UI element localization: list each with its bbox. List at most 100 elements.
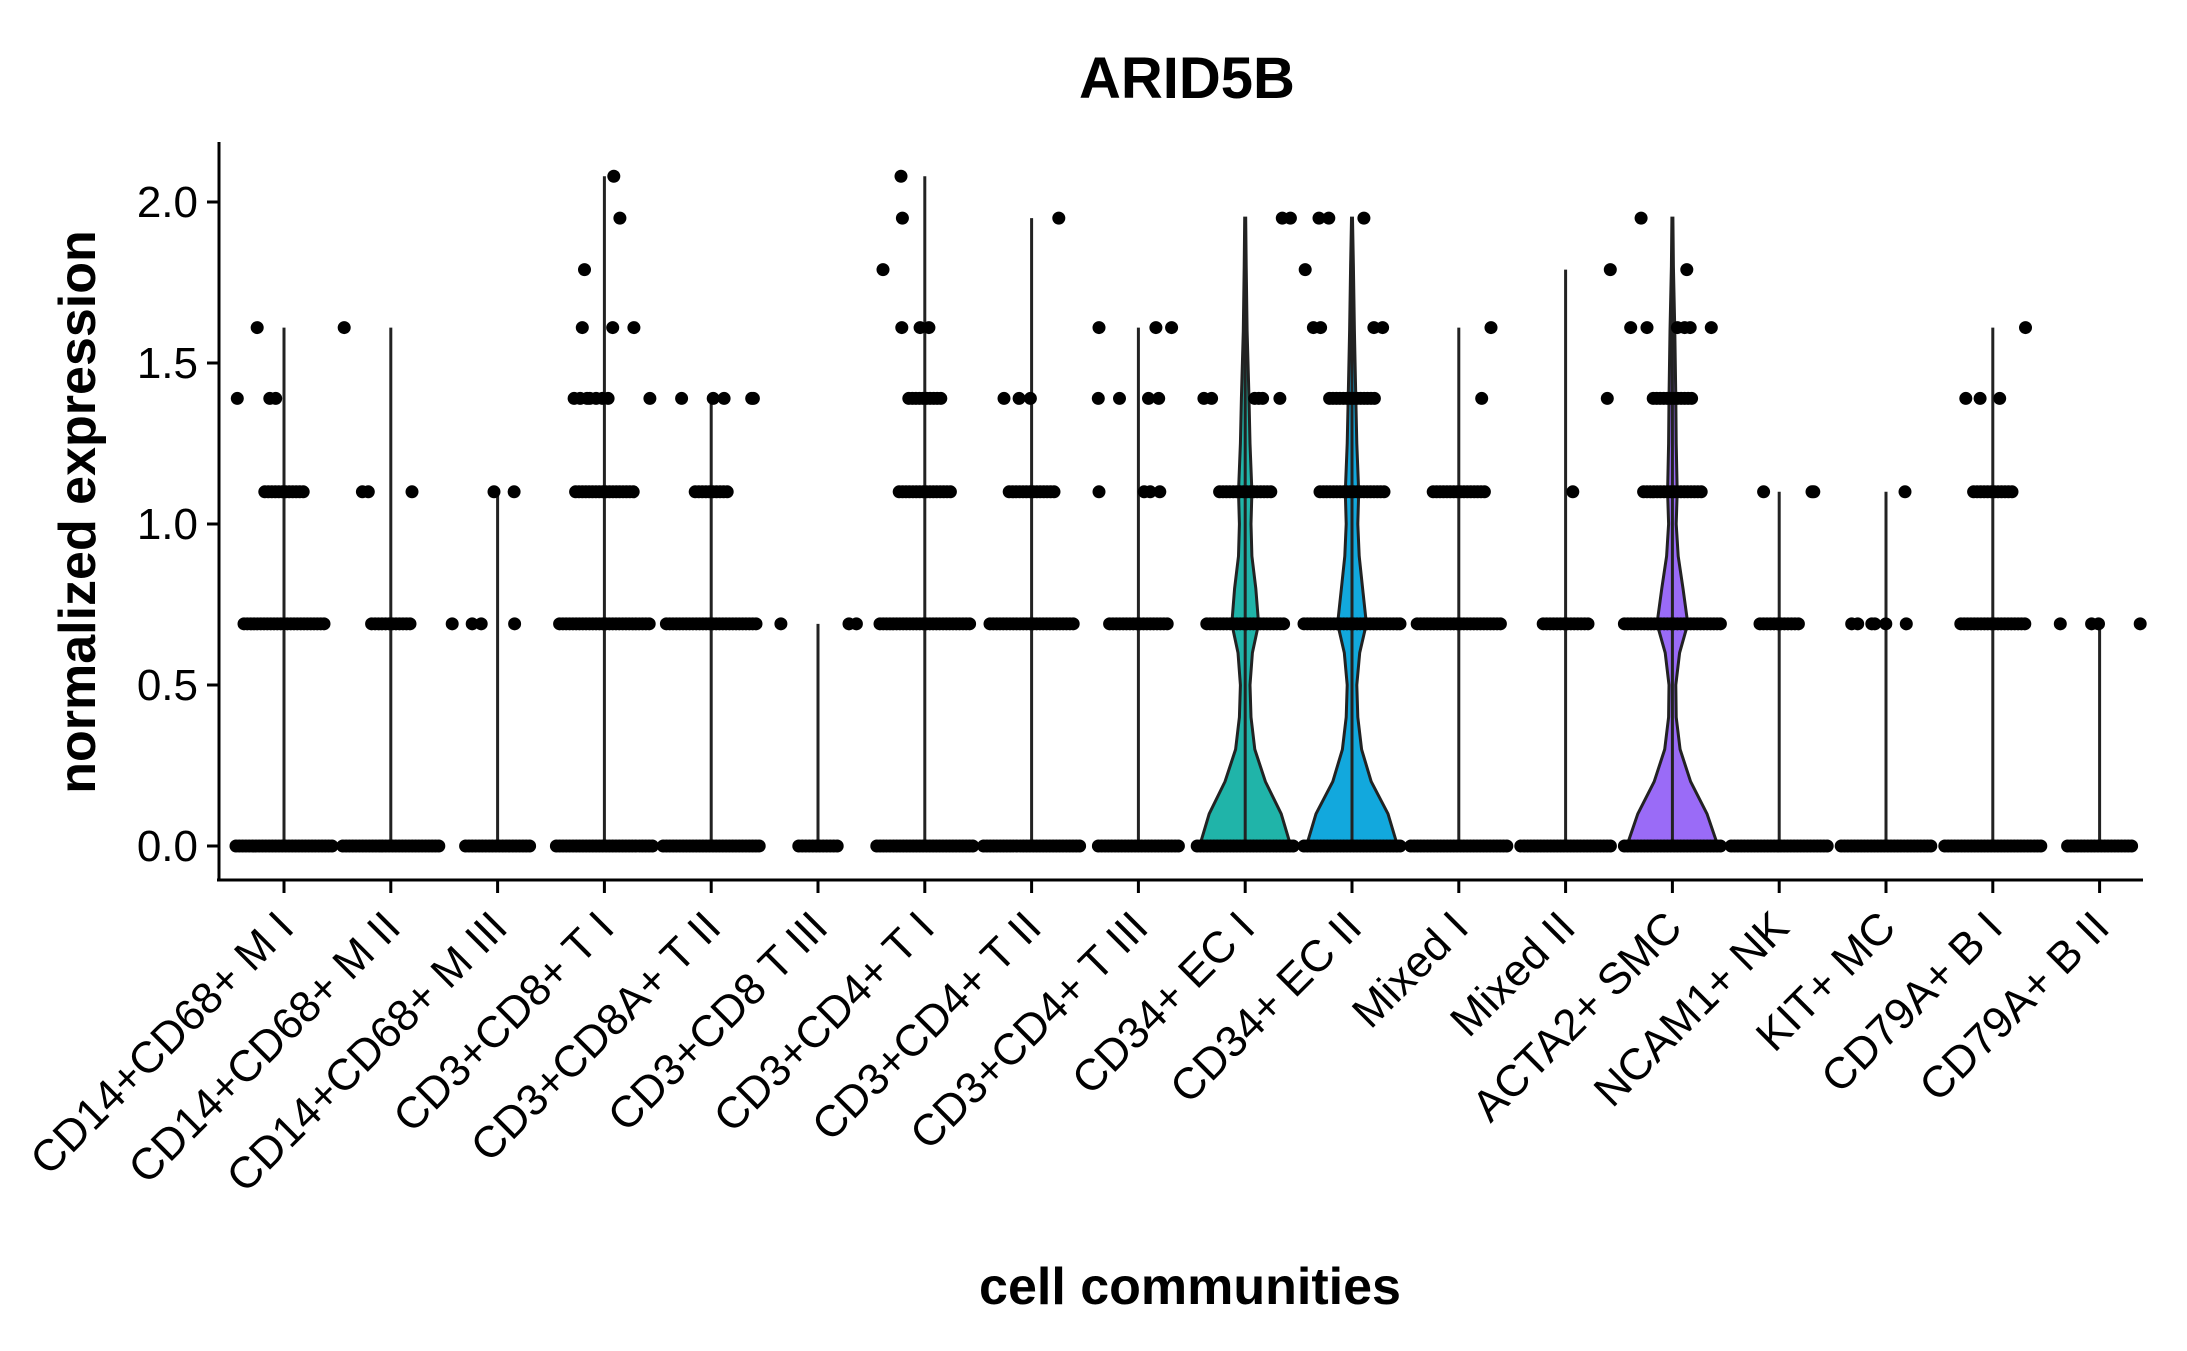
- data-point: [1493, 617, 1507, 631]
- data-point: [1091, 391, 1105, 405]
- data-point: [1603, 839, 1617, 853]
- data-point: [2005, 485, 2019, 499]
- y-tick-label: 2.0: [137, 178, 198, 227]
- data-point: [337, 321, 351, 335]
- data-point: [1393, 839, 1407, 853]
- data-point: [1898, 485, 1912, 499]
- data-point: [943, 485, 957, 499]
- data-point: [934, 391, 948, 405]
- data-point: [1704, 321, 1718, 335]
- data-point: [487, 485, 501, 499]
- data-point: [317, 617, 331, 631]
- data-point: [1807, 485, 1821, 499]
- data-point: [895, 321, 909, 335]
- data-point: [1047, 485, 1061, 499]
- data-point: [1052, 211, 1066, 225]
- data-point: [1603, 263, 1617, 277]
- data-point: [230, 391, 244, 405]
- data-point: [1713, 839, 1727, 853]
- data-point: [1600, 391, 1614, 405]
- data-point: [1899, 617, 1913, 631]
- data-point: [2053, 617, 2067, 631]
- data-point: [1160, 617, 1174, 631]
- data-point: [627, 321, 641, 335]
- data-point: [1484, 321, 1498, 335]
- data-point: [1566, 485, 1580, 499]
- data-point: [717, 391, 731, 405]
- data-point: [432, 839, 446, 853]
- data-point: [1924, 839, 1938, 853]
- data-point: [403, 617, 417, 631]
- data-point: [966, 839, 980, 853]
- data-point: [1283, 211, 1297, 225]
- data-point: [1066, 617, 1080, 631]
- data-point: [578, 263, 591, 277]
- data-point: [1277, 617, 1291, 631]
- data-point: [1149, 321, 1163, 335]
- data-point: [1845, 617, 1859, 631]
- data-point: [1713, 617, 1727, 631]
- y-tick-label: 0.0: [137, 822, 198, 871]
- data-point: [575, 321, 589, 335]
- data-point: [465, 617, 479, 631]
- data-point: [1137, 485, 1151, 499]
- data-point: [1791, 617, 1805, 631]
- data-point: [1092, 321, 1106, 335]
- data-point: [1475, 391, 1489, 405]
- data-point: [1393, 617, 1407, 631]
- data-point: [2018, 617, 2032, 631]
- data-point: [1152, 391, 1166, 405]
- data-point: [1197, 391, 1211, 405]
- data-point: [523, 839, 537, 853]
- data-point: [1377, 485, 1391, 499]
- data-point: [445, 617, 459, 631]
- data-point: [1634, 211, 1648, 225]
- data-point: [2125, 839, 2139, 853]
- data-point: [922, 321, 936, 335]
- data-point: [1477, 485, 1491, 499]
- data-point: [2133, 617, 2147, 631]
- data-point: [1286, 839, 1300, 853]
- data-point: [1314, 321, 1328, 335]
- data-point: [1680, 263, 1694, 277]
- data-point: [296, 485, 310, 499]
- data-point: [607, 169, 621, 183]
- data-point: [606, 321, 620, 335]
- data-point: [2019, 321, 2032, 335]
- y-axis-title: normalized expression: [49, 230, 107, 794]
- data-point: [1757, 485, 1771, 499]
- data-point: [1993, 391, 2007, 405]
- y-tick-label: 1.0: [137, 500, 198, 549]
- data-point: [774, 617, 788, 631]
- stems-layer: [282, 176, 2102, 846]
- data-point: [567, 391, 581, 405]
- data-point: [1073, 839, 1087, 853]
- data-point: [1012, 391, 1026, 405]
- data-point: [1113, 391, 1126, 405]
- data-point: [706, 391, 720, 405]
- data-point: [1694, 485, 1708, 499]
- y-tick-label: 0.5: [137, 661, 198, 710]
- data-point: [1357, 211, 1371, 225]
- data-point: [474, 617, 488, 631]
- data-point: [1165, 321, 1179, 335]
- data-point: [1171, 839, 1185, 853]
- data-point: [1142, 391, 1155, 405]
- data-point: [250, 321, 264, 335]
- data-point: [1959, 391, 1973, 405]
- data-point: [1581, 617, 1595, 631]
- data-point: [1273, 391, 1287, 405]
- data-point: [749, 617, 763, 631]
- data-point: [263, 391, 277, 405]
- data-point: [1092, 485, 1106, 499]
- data-point: [720, 485, 734, 499]
- data-point: [1322, 211, 1336, 225]
- data-point: [1312, 211, 1326, 225]
- data-point: [752, 839, 766, 853]
- data-point: [595, 391, 609, 405]
- data-point: [842, 617, 856, 631]
- data-point: [405, 485, 419, 499]
- chart-title: ARID5B: [1079, 46, 1295, 111]
- data-point: [876, 263, 890, 277]
